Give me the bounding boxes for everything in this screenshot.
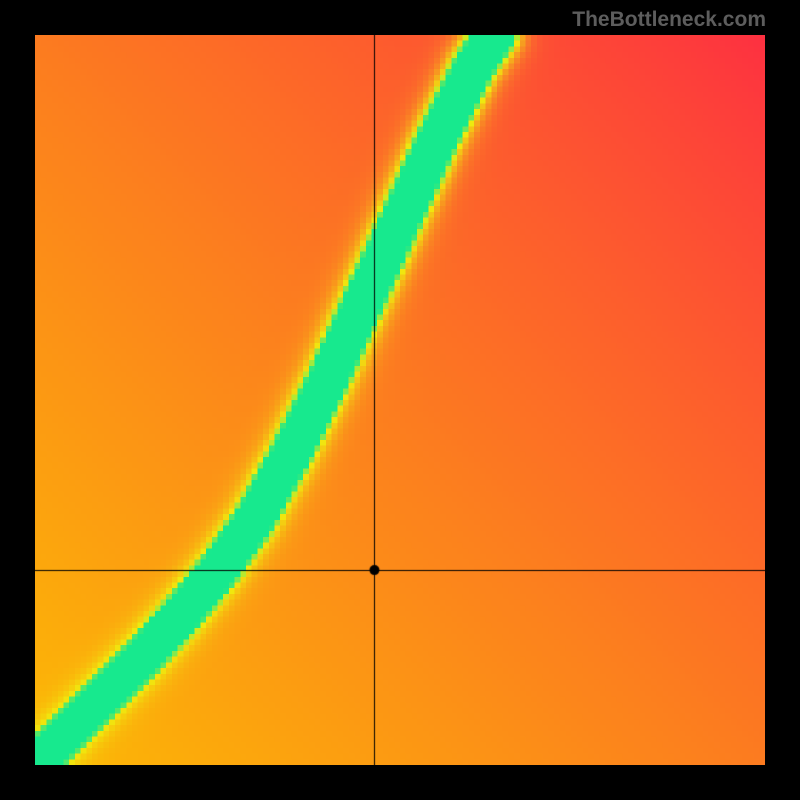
chart-container: TheBottleneck.com	[0, 0, 800, 800]
bottleneck-heatmap	[35, 35, 765, 765]
watermark-text: TheBottleneck.com	[572, 8, 766, 32]
